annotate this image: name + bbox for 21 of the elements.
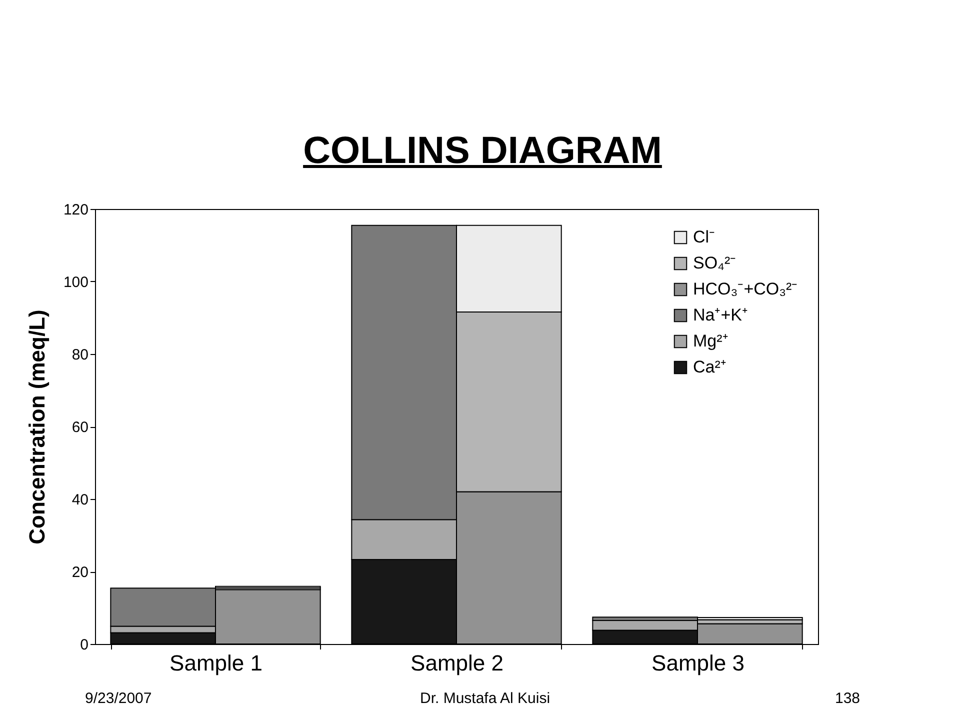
legend-label: Cl⁻ bbox=[693, 228, 716, 246]
y-axis-title: Concentration (meq/L) bbox=[24, 310, 50, 544]
text: 138 bbox=[835, 690, 860, 707]
legend-label: HCO₃⁻+CO₃²⁻ bbox=[693, 280, 798, 298]
y-tick-label: 100 bbox=[63, 274, 88, 291]
legend-label: Mg²⁺ bbox=[693, 332, 728, 350]
text: 9/23/2007 bbox=[85, 690, 152, 707]
y-tick-label: 20 bbox=[72, 564, 88, 581]
text: Dr. Mustafa Al Kuisi bbox=[420, 690, 550, 707]
y-tick-label: 60 bbox=[72, 419, 88, 436]
legend-label: SO₄²⁻ bbox=[693, 254, 736, 272]
y-tick-label: 120 bbox=[63, 202, 88, 218]
x-tick-label: Sample 1 bbox=[170, 650, 262, 676]
x-tick-label: Sample 3 bbox=[652, 650, 744, 676]
x-tick-label: Sample 2 bbox=[410, 650, 504, 676]
y-tick-label: 40 bbox=[72, 492, 88, 508]
y-tick-label: 0 bbox=[80, 636, 88, 654]
legend-label: Na⁺+K⁺ bbox=[693, 306, 748, 324]
legend-label: Ca²⁺ bbox=[693, 358, 726, 376]
y-tick-label: 80 bbox=[72, 346, 88, 364]
chart-title: COLLINS DIAGRAM bbox=[302, 130, 663, 173]
